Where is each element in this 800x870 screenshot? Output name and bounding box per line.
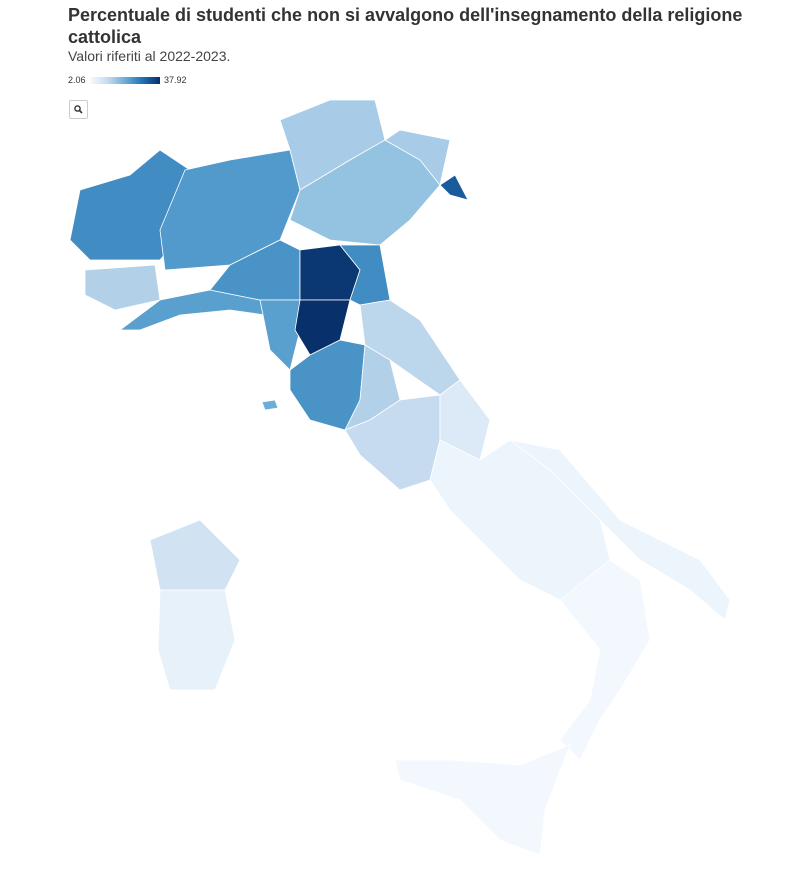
province[interactable] [289, 139, 441, 246]
legend-min-label: 2.06 [68, 75, 86, 85]
zoom-icon [74, 105, 83, 114]
province[interactable] [149, 519, 241, 591]
chart-subtitle: Valori riferiti al 2022-2023. [68, 48, 231, 64]
province[interactable] [559, 559, 651, 761]
province[interactable] [439, 174, 469, 201]
province[interactable] [84, 264, 161, 311]
province[interactable] [439, 379, 491, 461]
chart-title: Percentuale di studenti che non si avval… [68, 5, 743, 47]
province[interactable] [261, 399, 279, 411]
province[interactable] [429, 439, 611, 601]
province[interactable] [394, 744, 571, 856]
province[interactable] [259, 299, 301, 371]
zoom-button[interactable] [69, 100, 88, 119]
legend-gradient [90, 77, 160, 84]
province[interactable] [509, 439, 731, 621]
province[interactable] [157, 589, 236, 691]
legend-max-label: 37.92 [164, 75, 187, 85]
province[interactable] [384, 129, 451, 186]
